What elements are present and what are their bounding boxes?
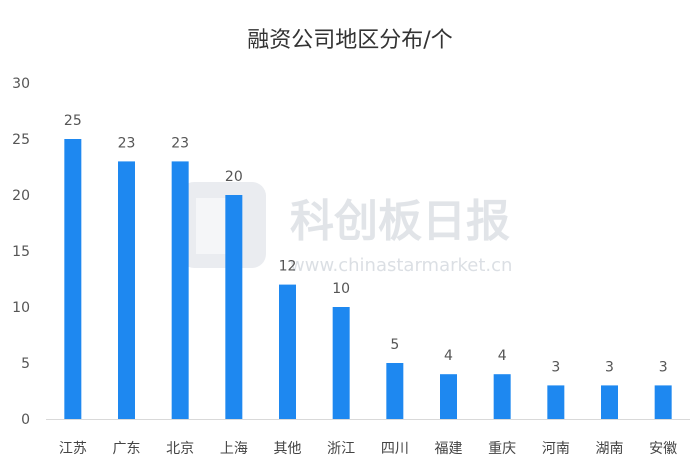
data-label: 23	[118, 135, 136, 151]
y-tick-label: 0	[21, 412, 30, 428]
data-label: 4	[498, 348, 507, 364]
bar	[386, 363, 404, 419]
data-label: 4	[444, 348, 453, 364]
bar	[654, 385, 672, 419]
watermark: 科创板日报 www.chinastarmarket.cn	[180, 182, 512, 276]
chart-title: 融资公司地区分布/个	[247, 28, 453, 53]
x-tick-label: 湖南	[596, 441, 624, 457]
data-label: 5	[390, 337, 399, 353]
data-label: 3	[659, 359, 668, 375]
bar	[118, 161, 135, 419]
data-labels: 25 23 23 20 12 10 5 4 4 3 3 3	[64, 113, 668, 375]
bar	[493, 374, 511, 419]
y-tick-label: 20	[12, 188, 30, 204]
x-tick-label: 河南	[542, 441, 570, 457]
x-tick-label: 重庆	[488, 441, 516, 457]
data-label: 12	[279, 259, 297, 275]
data-label: 3	[551, 359, 560, 375]
bars	[64, 139, 672, 419]
data-label: 25	[64, 113, 82, 129]
x-tick-label: 其他	[274, 441, 302, 457]
x-tick-label: 安徽	[649, 441, 677, 457]
x-tick-label: 江苏	[59, 441, 87, 457]
y-tick-label: 15	[12, 244, 30, 260]
x-tick-label: 广东	[113, 441, 141, 457]
x-tick-label: 福建	[435, 441, 463, 457]
bar	[440, 374, 457, 419]
watermark-name: 科创板日报	[290, 196, 510, 247]
data-label: 10	[332, 281, 350, 297]
x-tick-label: 北京	[166, 441, 194, 457]
bar	[171, 161, 189, 419]
y-tick-label: 5	[21, 356, 30, 372]
x-tick-label: 浙江	[327, 441, 355, 457]
watermark-logo-mark	[196, 198, 226, 254]
y-axis: 0 5 10 15 20 25 30	[12, 76, 30, 428]
data-label: 3	[605, 359, 614, 375]
bar	[332, 307, 350, 419]
y-tick-label: 30	[12, 76, 30, 92]
data-label: 23	[171, 135, 189, 151]
x-tick-label: 上海	[220, 441, 248, 457]
watermark-url: www.chinastarmarket.cn	[290, 255, 512, 276]
y-tick-label: 25	[12, 132, 30, 148]
x-tick-label: 四川	[381, 441, 409, 457]
bar	[279, 284, 296, 419]
x-axis: 江苏 广东 北京 上海 其他 浙江 四川 福建 重庆 河南 湖南 安徽	[59, 441, 677, 457]
bar	[601, 385, 618, 419]
data-label: 20	[225, 169, 243, 185]
y-tick-label: 10	[12, 300, 30, 316]
bar	[64, 139, 82, 419]
bar	[225, 195, 243, 419]
bar	[547, 385, 565, 419]
